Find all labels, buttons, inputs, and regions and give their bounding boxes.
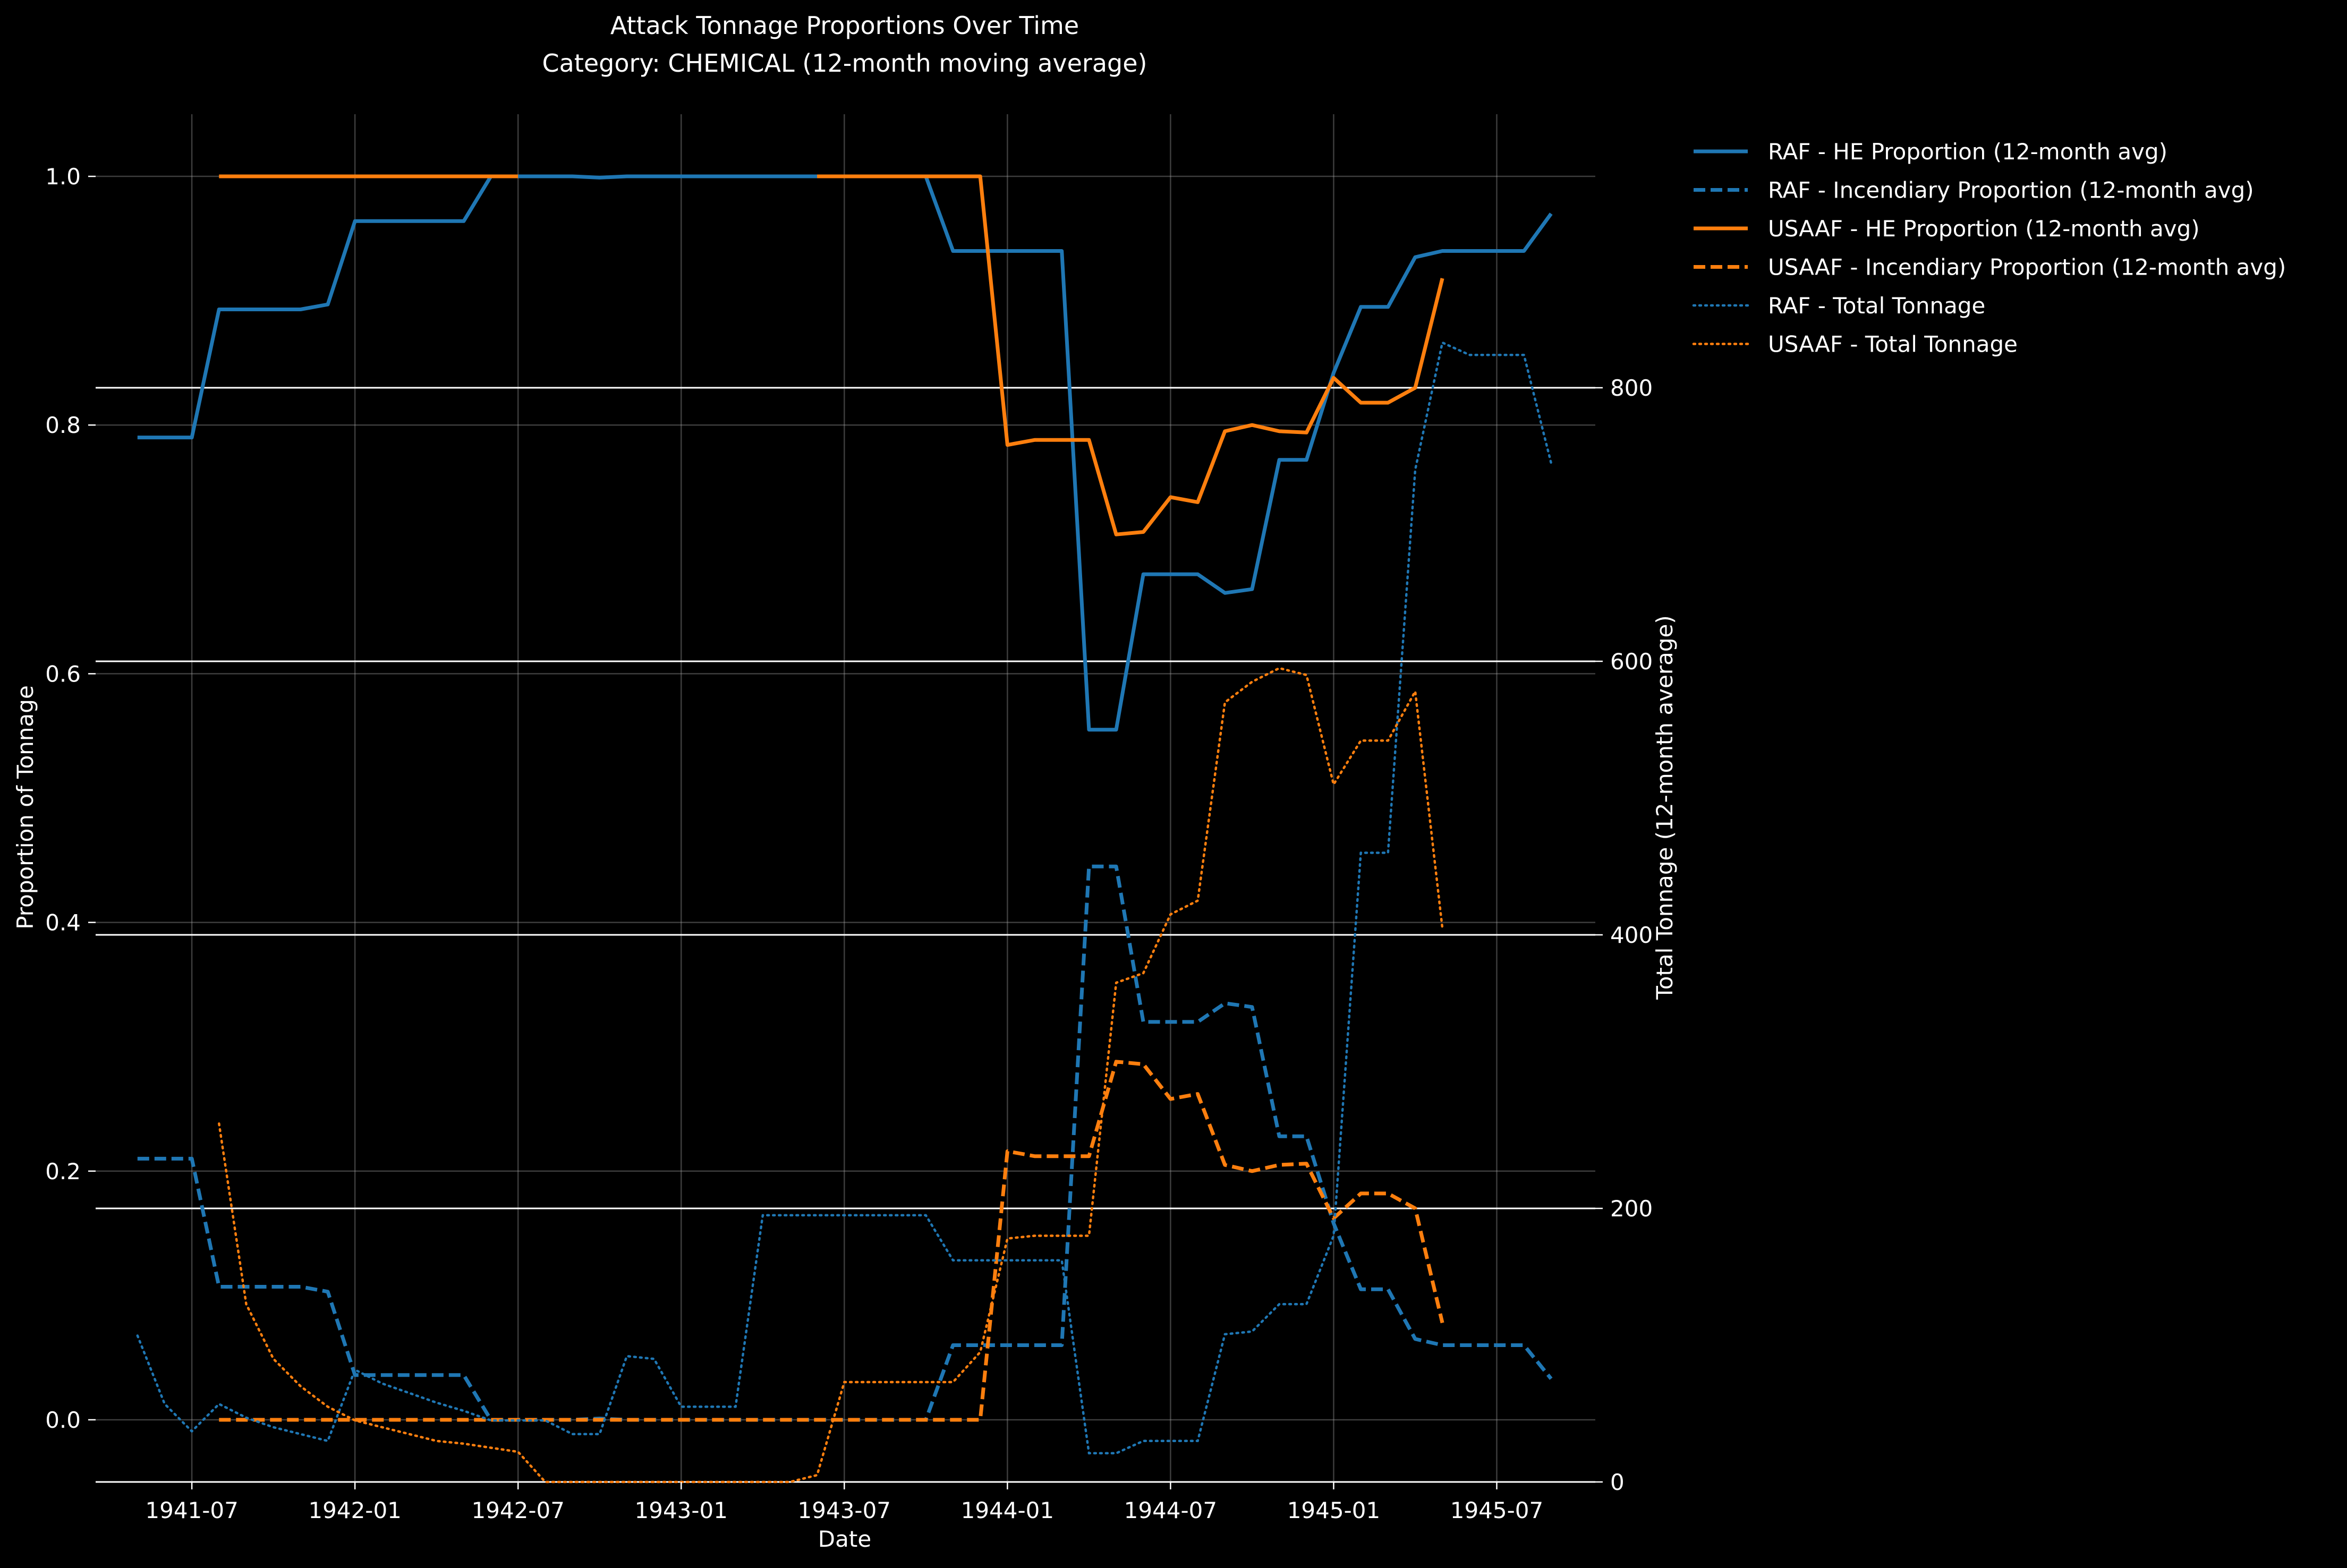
y-tick-label: 0.2 xyxy=(45,1158,81,1184)
chart-subtitle: Category: CHEMICAL (12-month moving aver… xyxy=(542,49,1147,78)
legend-label: USAAF - HE Proportion (12-month avg) xyxy=(1768,216,2200,242)
y-tick-label: 0.4 xyxy=(45,910,81,936)
y-tick-label: 0.8 xyxy=(45,412,81,438)
y2-axis-label: Total Tonnage (12-month average) xyxy=(1652,615,1678,1000)
chart-title: Attack Tonnage Proportions Over Time xyxy=(610,11,1079,40)
y2-tick-label: 0 xyxy=(1610,1469,1625,1495)
x-tick-label: 1943-07 xyxy=(798,1497,891,1523)
series-line-raf-incendiary-proportion-12-month-avg xyxy=(137,864,1553,1422)
x-tick-label: 1941-07 xyxy=(145,1497,239,1523)
series-line-usaaf-incendiary-proportion-12-month-avg xyxy=(219,1060,1444,1422)
series-line-usaaf-he-proportion-12-month-avg xyxy=(817,174,1444,536)
x-tick-label: 1944-01 xyxy=(961,1497,1055,1523)
legend: RAF - HE Proportion (12-month avg) RAF - … xyxy=(1692,139,2286,357)
y2-tick-label: 800 xyxy=(1610,375,1653,401)
x-tick-label: 1945-07 xyxy=(1450,1497,1544,1523)
y-tick-label: 0.6 xyxy=(45,661,81,687)
x-tick-label: 1945-01 xyxy=(1287,1497,1381,1523)
series-layer xyxy=(136,174,1553,1484)
y-axis-label: Proportion of Tonnage xyxy=(12,685,38,930)
legend-label: RAF - Total Tonnage xyxy=(1768,293,1985,319)
x-tick-label: 1942-07 xyxy=(471,1497,565,1523)
y-tick-label: 1.0 xyxy=(45,164,81,190)
series-line-raf-total-tonnage xyxy=(136,341,1553,1455)
x-axis-label: Date xyxy=(818,1526,871,1552)
axes: 1941-07 1942-01 1942-07 1943-01 1943-07 1944-… xyxy=(45,164,1653,1523)
legend-label: RAF - HE Proportion (12-month avg) xyxy=(1768,139,2167,165)
y2-tick-label: 400 xyxy=(1610,922,1653,948)
x-tick-label: 1943-01 xyxy=(635,1497,728,1523)
series-line-usaaf-total-tonnage xyxy=(218,667,1444,1484)
x-tick-label: 1944-07 xyxy=(1124,1497,1218,1523)
legend-label: RAF - Incendiary Proportion (12-month av… xyxy=(1768,177,2254,203)
legend-label: USAAF - Incendiary Proportion (12-month … xyxy=(1768,254,2286,280)
x-tick-label: 1942-01 xyxy=(308,1497,402,1523)
y2-tick-label: 200 xyxy=(1610,1196,1653,1222)
y2-tick-label: 600 xyxy=(1610,649,1653,675)
legend-label: USAAF - Total Tonnage xyxy=(1768,331,2018,357)
y-tick-label: 0.0 xyxy=(45,1407,81,1433)
